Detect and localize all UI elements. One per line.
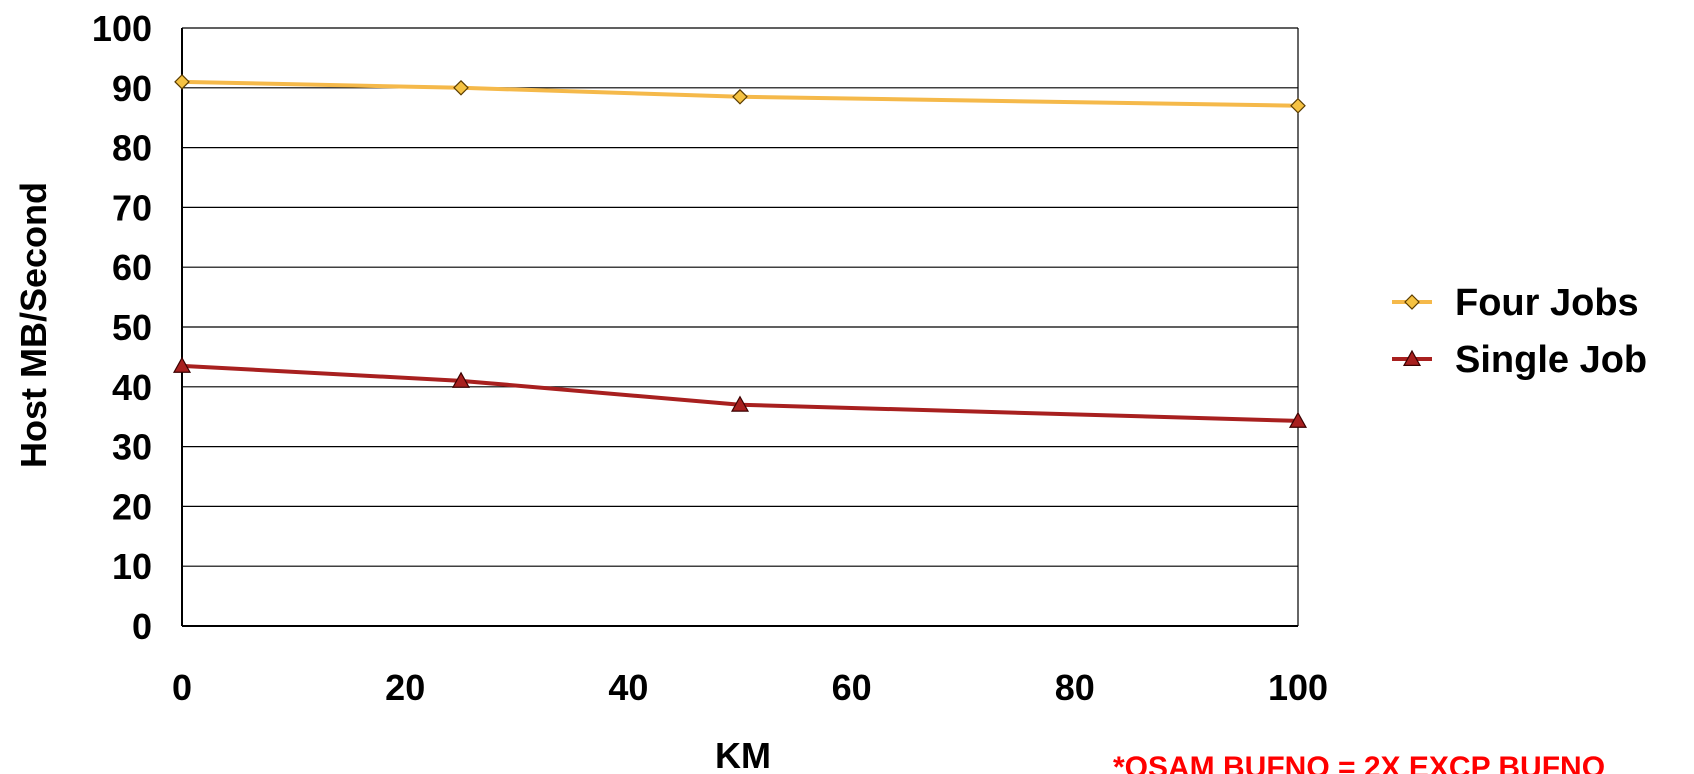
data-point-four-jobs-3 [1290, 97, 1306, 114]
y-tick-label-70: 70 [112, 187, 152, 228]
y-tick-label-80: 80 [112, 128, 152, 169]
data-point-single-job-1 [451, 371, 471, 388]
y-tick-label-50: 50 [112, 307, 152, 348]
legend: Four Jobs Single Job [1392, 282, 1647, 381]
legend-marker-four-jobs [1404, 294, 1420, 310]
y-tick-label-10: 10 [112, 546, 152, 587]
data-point-four-jobs-2 [732, 88, 748, 105]
legend-marker-single-job [1402, 349, 1422, 366]
x-tick-label-80: 80 [1055, 667, 1095, 708]
x-tick-label-20: 20 [385, 667, 425, 708]
x-tick-label-0: 0 [172, 667, 192, 708]
x-tick-label-100: 100 [1268, 667, 1328, 708]
x-axis-title: KM [715, 735, 771, 774]
x-tick-label-60: 60 [832, 667, 872, 708]
y-tick-label-90: 90 [112, 68, 152, 109]
axes [181, 28, 1299, 627]
data-point-four-jobs-0 [174, 73, 190, 90]
legend-label-four-jobs: Four Jobs [1455, 282, 1639, 324]
data-point-single-job-3 [1288, 411, 1308, 428]
data-point-single-job-2 [730, 395, 750, 412]
series-lines [172, 73, 1308, 428]
data-point-single-job-0 [172, 356, 192, 373]
y-tick-labels: 0 10 20 30 40 50 60 70 80 90 100 [92, 8, 152, 647]
y-tick-label-20: 20 [112, 486, 152, 527]
y-tick-label-40: 40 [112, 367, 152, 408]
legend-label-single-job: Single Job [1455, 339, 1647, 381]
y-tick-label-0: 0 [132, 606, 152, 647]
y-axis-title: Host MB/Second [13, 182, 54, 468]
gridlines [182, 27, 1298, 567]
x-tick-label-40: 40 [608, 667, 648, 708]
data-point-four-jobs-1 [453, 79, 469, 96]
series-line-four-jobs [181, 79, 1299, 108]
footnote-text: *QSAM BUFNO = 2X EXCP BUFNO [1113, 751, 1605, 774]
y-tick-label-60: 60 [112, 247, 152, 288]
series-line-single-job [181, 363, 1299, 423]
y-tick-label-30: 30 [112, 427, 152, 468]
y-tick-label-100: 100 [92, 8, 152, 49]
x-tick-labels: 0 20 40 60 80 100 [172, 667, 1328, 708]
